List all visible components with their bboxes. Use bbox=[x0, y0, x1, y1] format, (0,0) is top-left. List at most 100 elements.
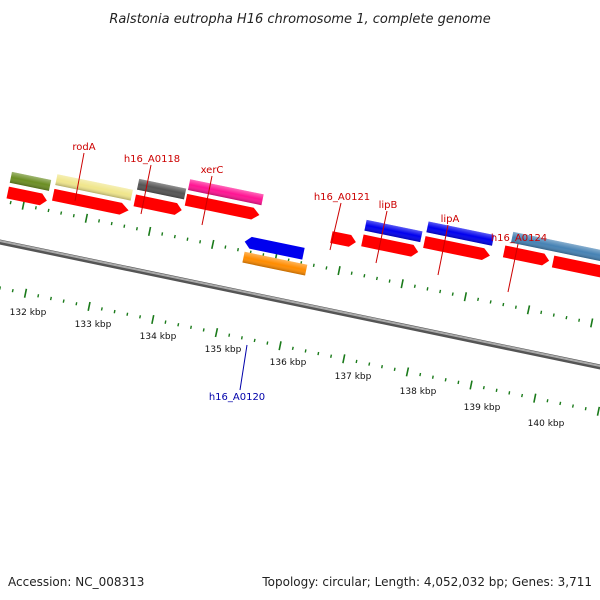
outer-major-tick bbox=[590, 318, 594, 328]
inner-minor-tick bbox=[177, 323, 180, 327]
cds-arrow-h16_A0124-b[interactable] bbox=[551, 255, 600, 281]
outer-major-tick bbox=[463, 292, 468, 302]
inner-minor-tick bbox=[368, 362, 371, 366]
inner-minor-tick bbox=[495, 388, 498, 393]
inner-minor-tick bbox=[457, 380, 460, 385]
cds-arrow-rodA[interactable] bbox=[51, 188, 130, 216]
inner-minor-tick bbox=[113, 309, 116, 314]
inner-minor-tick bbox=[190, 325, 192, 330]
scale-label-138: 138 kbp bbox=[400, 387, 437, 397]
inner-minor-tick bbox=[584, 406, 587, 411]
outer-minor-tick bbox=[98, 219, 101, 223]
inner-minor-tick bbox=[355, 359, 358, 364]
inner-major-tick bbox=[23, 288, 28, 298]
inner-minor-tick bbox=[330, 354, 333, 358]
outer-minor-tick bbox=[540, 310, 543, 315]
scale-label-137: 137 kbp bbox=[335, 372, 372, 382]
feature-track bbox=[6, 171, 600, 281]
cds-arrow-xerC[interactable] bbox=[184, 193, 261, 221]
outer-minor-tick bbox=[552, 313, 555, 317]
outer-minor-tick bbox=[199, 240, 202, 244]
gene-label-lipB[interactable]: lipB bbox=[379, 200, 398, 211]
inner-major-tick bbox=[214, 328, 219, 338]
inner-minor-tick bbox=[508, 391, 511, 395]
outer-minor-tick bbox=[224, 245, 227, 249]
inner-minor-tick bbox=[444, 378, 447, 382]
inner-minor-tick bbox=[164, 320, 167, 324]
cds-arrow-h16_A0118[interactable] bbox=[133, 194, 183, 216]
gene-label-h16_A0124[interactable]: h16_A0124 bbox=[491, 233, 547, 244]
inner-minor-tick bbox=[75, 302, 78, 306]
gene-label-h16_A0120[interactable]: h16_A0120 bbox=[209, 392, 265, 403]
leader-xerC bbox=[201, 175, 213, 226]
inner-major-tick bbox=[151, 314, 155, 325]
inner-minor-tick bbox=[571, 404, 574, 408]
outer-major-tick bbox=[147, 226, 152, 236]
scale-label-140: 140 kbp bbox=[528, 419, 565, 429]
leader-h16_A0120 bbox=[239, 344, 248, 391]
outer-minor-tick bbox=[34, 206, 37, 210]
inner-major-tick bbox=[405, 367, 410, 377]
inner-minor-tick bbox=[304, 349, 307, 353]
inner-minor-tick bbox=[419, 372, 422, 377]
outer-minor-tick bbox=[110, 221, 113, 226]
inner-minor-tick bbox=[559, 401, 562, 406]
inner-minor-tick bbox=[62, 299, 65, 303]
outer-minor-tick bbox=[350, 271, 353, 275]
inner-minor-tick bbox=[291, 346, 294, 351]
gene-bar-h16_A0120[interactable] bbox=[243, 236, 305, 260]
inner-minor-tick bbox=[49, 296, 52, 301]
outer-minor-tick bbox=[186, 237, 189, 241]
gene-labels: rodA h16_A0118 xerC h16_A0120 h16_A0121 … bbox=[72, 142, 547, 403]
gene-label-lipA[interactable]: lipA bbox=[441, 214, 460, 225]
map-title: Ralstonia eutropha H16 chromosome 1, com… bbox=[109, 12, 490, 27]
gene-bar-h16_A0121[interactable] bbox=[330, 231, 357, 248]
leader-lipA bbox=[437, 224, 449, 276]
outer-minor-tick bbox=[312, 263, 315, 268]
inner-minor-tick bbox=[393, 367, 396, 372]
inner-minor-tick bbox=[126, 312, 129, 316]
leader-lipB bbox=[375, 210, 388, 264]
outer-minor-tick bbox=[388, 279, 391, 283]
cds-arrow-lipB[interactable] bbox=[361, 234, 419, 258]
gene-label-rodA[interactable]: rodA bbox=[72, 142, 95, 153]
scale-label-136: 136 kbp bbox=[270, 358, 307, 368]
inner-minor-tick bbox=[240, 336, 243, 340]
gene-label-h16_A0121[interactable]: h16_A0121 bbox=[314, 192, 370, 203]
inner-minor-tick bbox=[266, 341, 269, 345]
genome-summary-text: Topology: circular; Length: 4,052,032 bp… bbox=[261, 575, 592, 589]
scale-label-133: 133 kbp bbox=[75, 320, 112, 330]
outer-minor-tick bbox=[47, 208, 50, 213]
scale-label-132: 132 kbp bbox=[10, 308, 47, 318]
inner-minor-tick bbox=[139, 315, 142, 319]
outer-minor-tick bbox=[363, 274, 366, 278]
inner-minor-tick bbox=[381, 364, 383, 369]
outer-minor-tick bbox=[237, 247, 239, 252]
outer-major-tick bbox=[337, 266, 341, 276]
outer-minor-tick bbox=[135, 227, 138, 231]
gene-label-leaders bbox=[74, 152, 519, 391]
gene-label-xerC[interactable]: xerC bbox=[201, 165, 224, 176]
outer-minor-tick bbox=[477, 297, 480, 302]
outer-minor-tick bbox=[161, 232, 164, 236]
inner-major-tick bbox=[342, 354, 346, 364]
leader-h16_A0121 bbox=[329, 202, 342, 251]
scale-label-135: 135 kbp bbox=[205, 345, 242, 355]
outer-minor-tick bbox=[173, 234, 176, 239]
genome-backbone-highlight bbox=[0, 240, 600, 367]
inner-minor-tick bbox=[482, 385, 485, 390]
cds-arrow-upstream[interactable] bbox=[6, 186, 49, 207]
outer-minor-tick bbox=[439, 289, 442, 294]
inner-minor-tick bbox=[11, 288, 14, 293]
cds-arrow-lipA[interactable] bbox=[423, 236, 491, 261]
inner-minor-tick bbox=[202, 328, 205, 332]
outer-minor-tick bbox=[451, 292, 454, 296]
cds-arrow-h16_A0124-a[interactable] bbox=[502, 245, 550, 267]
outer-minor-tick bbox=[72, 213, 75, 218]
gene-label-h16_A0118[interactable]: h16_A0118 bbox=[124, 154, 180, 165]
inner-major-tick bbox=[469, 380, 473, 390]
inner-minor-tick bbox=[546, 399, 549, 403]
outer-major-tick bbox=[526, 305, 531, 315]
outer-minor-tick bbox=[578, 318, 581, 322]
